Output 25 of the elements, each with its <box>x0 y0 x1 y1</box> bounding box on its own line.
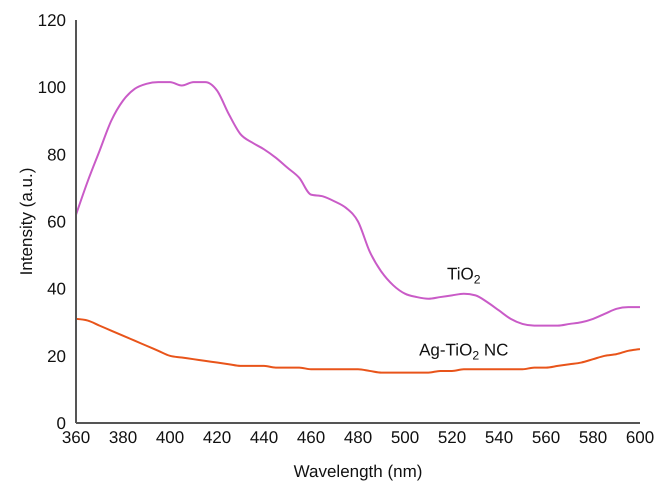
x-tick-label: 380 <box>108 428 138 448</box>
y-tick-label: 80 <box>47 145 66 164</box>
series-label: TiO$_{2}$ <box>446 264 481 287</box>
x-tick-label: 500 <box>390 428 420 448</box>
y-tick-label: 100 <box>38 78 66 98</box>
x-tick-label: 460 <box>296 428 326 448</box>
x-tick-label: 400 <box>156 428 184 448</box>
x-tick-label: 480 <box>344 428 372 448</box>
x-tick-label: 600 <box>626 428 654 448</box>
x-tick-label: 560 <box>532 428 560 448</box>
line-series <box>76 81 640 327</box>
x-tick-label: 540 <box>484 428 514 448</box>
y-tick-label: 60 <box>47 212 66 232</box>
x-tick-label: 440 <box>250 428 278 448</box>
x-tick-label: 360 <box>62 428 90 448</box>
x-tick-label: 420 <box>202 428 232 448</box>
y-tick-label: 20 <box>47 346 66 366</box>
x-tick-label: 580 <box>578 428 608 448</box>
y-tick-label: 40 <box>47 280 66 299</box>
x-axis-title: Wavelength (nm) <box>294 462 422 481</box>
y-tick-label: 120 <box>38 11 66 30</box>
line-series <box>76 318 640 374</box>
series-label: Ag-TiO$_{2}$ NC <box>419 340 508 362</box>
x-tick-label: 520 <box>438 428 466 448</box>
y-axis-title: Intensity (a.u.) <box>17 168 36 276</box>
